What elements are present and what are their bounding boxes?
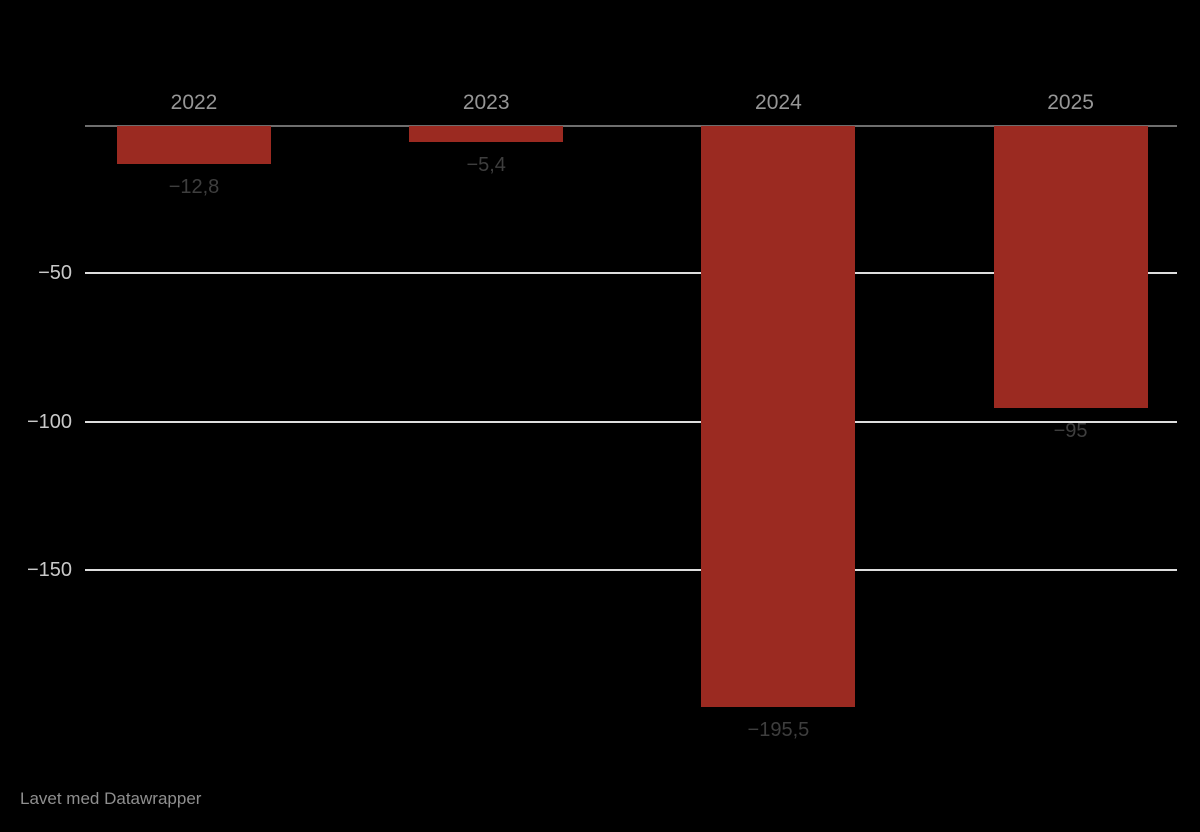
bar-2025[interactable] xyxy=(993,126,1148,409)
bar-2022[interactable] xyxy=(117,126,271,165)
gridline--150 xyxy=(85,569,1177,572)
zero-baseline xyxy=(85,124,1177,127)
ytick-label--100: −100 xyxy=(26,410,72,433)
bar-2024[interactable] xyxy=(701,126,856,707)
ytick-label--50: −50 xyxy=(38,262,72,285)
category-label-2022: 2022 xyxy=(170,91,218,114)
gridline--100 xyxy=(85,420,1177,423)
category-label-2024: 2024 xyxy=(755,91,802,114)
category-label-2025: 2025 xyxy=(1047,91,1094,114)
bar-2023[interactable] xyxy=(409,126,564,143)
credit-line: Lavet med Datawrapper xyxy=(20,789,202,808)
value-label-2024: −195,5 xyxy=(747,718,810,741)
value-label-2023: −5,4 xyxy=(466,154,506,177)
ytick-label--150: −150 xyxy=(26,559,72,582)
value-label-2022: −12,8 xyxy=(168,176,220,199)
value-label-2025: −95 xyxy=(1053,420,1088,443)
category-label-2023: 2023 xyxy=(462,91,510,114)
gridline--50 xyxy=(85,272,1177,275)
